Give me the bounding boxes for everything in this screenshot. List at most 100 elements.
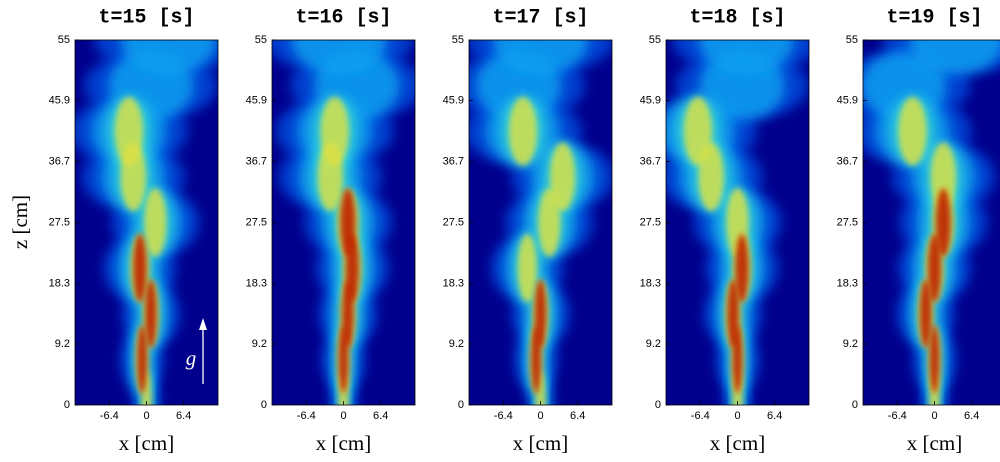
- plume-blob: [144, 188, 167, 257]
- y-tick-label: 55: [255, 34, 267, 46]
- plume-blob: [320, 97, 349, 166]
- y-tick-label: 55: [846, 34, 858, 46]
- plume-blob: [698, 40, 795, 75]
- plume-blob: [927, 233, 942, 303]
- x-tick-label: 6.4: [964, 410, 979, 422]
- y-tick-label: 45.9: [443, 94, 464, 106]
- plume-blob: [291, 40, 388, 75]
- y-tick-label: 27.5: [246, 216, 267, 228]
- y-tick-label: 27.5: [640, 216, 661, 228]
- y-tick-label: 18.3: [640, 277, 661, 289]
- plume-blob: [120, 40, 217, 75]
- y-tick-label: 9.2: [843, 338, 858, 350]
- y-tick-label: 18.3: [837, 277, 858, 289]
- panel: t=18 [s] 0 9.2 18.3 27.5 36.7 45.9 55 -6.4 0 6.4x …: [640, 6, 810, 455]
- x-axis-label: x [cm]: [119, 431, 174, 455]
- y-tick-label: 45.9: [246, 94, 267, 106]
- plume: [272, 40, 415, 405]
- x-axis-label: x [cm]: [316, 431, 371, 455]
- plume: [469, 40, 612, 405]
- plume-blob: [538, 188, 561, 257]
- y-tick-label: 9.2: [55, 338, 70, 350]
- y-tick-label: 27.5: [837, 216, 858, 228]
- plume-blob: [863, 51, 947, 120]
- plume-blob: [919, 279, 932, 348]
- y-tick-label: 36.7: [640, 155, 661, 167]
- gravity-arrow-head: [199, 318, 207, 330]
- y-tick-label: 55: [649, 34, 661, 46]
- y-tick-label: 55: [58, 34, 70, 46]
- x-tick-label: -6.4: [888, 410, 907, 422]
- x-tick-label: 6.4: [373, 410, 388, 422]
- plume: [666, 40, 809, 405]
- panel-title: t=18 [s]: [689, 6, 785, 29]
- plume-blob: [550, 142, 575, 212]
- plume-blob: [508, 97, 537, 166]
- x-tick-label: 0: [143, 410, 149, 422]
- plume-blob: [492, 40, 589, 75]
- plume-blob: [898, 97, 927, 166]
- plume: [863, 40, 1000, 405]
- annotation: g: [186, 346, 197, 370]
- plume-blob: [929, 325, 940, 394]
- x-tick-label: 6.4: [176, 410, 191, 422]
- y-tick-label: 9.2: [449, 338, 464, 350]
- y-tick-label: 36.7: [837, 155, 858, 167]
- x-axis-label: x [cm]: [710, 431, 765, 455]
- panel: t=17 [s] 0 9.2 18.3 27.5 36.7 45.9 55 -6.4 0 6.4x …: [443, 6, 613, 455]
- panel-title: t=17 [s]: [492, 6, 588, 29]
- y-tick-label: 18.3: [443, 277, 464, 289]
- y-tick-label: 18.3: [49, 277, 70, 289]
- y-tick-label: 0: [261, 399, 267, 411]
- x-tick-label: -6.4: [494, 410, 513, 422]
- y-tick-label: 45.9: [49, 94, 70, 106]
- y-tick-label: 45.9: [837, 94, 858, 106]
- plume: [75, 40, 218, 405]
- plume-blob: [935, 188, 951, 257]
- y-tick-label: 27.5: [49, 216, 70, 228]
- plume-blob: [908, 40, 1000, 75]
- y-tick-label: 18.3: [246, 277, 267, 289]
- plume-blob: [114, 97, 143, 166]
- x-tick-label: 6.4: [767, 410, 782, 422]
- y-tick-label: 55: [452, 34, 464, 46]
- plume-blob: [133, 233, 147, 303]
- y-tick-label: 36.7: [443, 155, 464, 167]
- panel: t=16 [s] 0 9.2 18.3 27.5 36.7 45.9 55 -6.4 0 6.4x …: [246, 6, 416, 455]
- x-tick-label: -6.4: [100, 410, 119, 422]
- panel: t=15 [s] 0 9.2 18.3 27.5 36.7 45.9 55 -6.4 0 6.4x …: [8, 6, 219, 455]
- plume-blob: [534, 279, 547, 348]
- y-tick-label: 0: [655, 399, 661, 411]
- y-tick-label: 36.7: [246, 155, 267, 167]
- x-tick-label: 0: [734, 410, 740, 422]
- x-tick-label: 0: [931, 410, 937, 422]
- y-tick-label: 9.2: [252, 338, 267, 350]
- plume-blob: [145, 279, 157, 348]
- y-tick-label: 0: [458, 399, 464, 411]
- plume-blob: [930, 142, 956, 212]
- plume-blob: [340, 188, 356, 257]
- panel-title: t=19 [s]: [886, 6, 982, 29]
- panel: t=19 [s] 0 9.2 18.3 27.5 36.7 45.9 55 -6.4 0 6.4x …: [837, 6, 1000, 455]
- y-axis-label: z [cm]: [8, 195, 32, 249]
- x-axis-label: x [cm]: [513, 431, 568, 455]
- plume-blob: [727, 279, 739, 348]
- x-tick-label: -6.4: [297, 410, 316, 422]
- panel-title: t=15 [s]: [98, 6, 194, 29]
- y-tick-label: 0: [64, 399, 70, 411]
- plume-blob: [517, 233, 537, 303]
- plume-blob: [735, 233, 749, 303]
- y-tick-label: 36.7: [49, 155, 70, 167]
- x-axis-label: x [cm]: [907, 431, 962, 455]
- panel-title: t=16 [s]: [295, 6, 391, 29]
- y-tick-label: 9.2: [646, 338, 661, 350]
- plume-blob: [683, 97, 712, 166]
- plume-blob: [137, 325, 147, 394]
- x-tick-label: 6.4: [570, 410, 585, 422]
- y-tick-label: 45.9: [640, 94, 661, 106]
- y-tick-label: 27.5: [443, 216, 464, 228]
- x-tick-label: -6.4: [691, 410, 710, 422]
- x-tick-label: 0: [340, 410, 346, 422]
- y-tick-label: 0: [852, 399, 858, 411]
